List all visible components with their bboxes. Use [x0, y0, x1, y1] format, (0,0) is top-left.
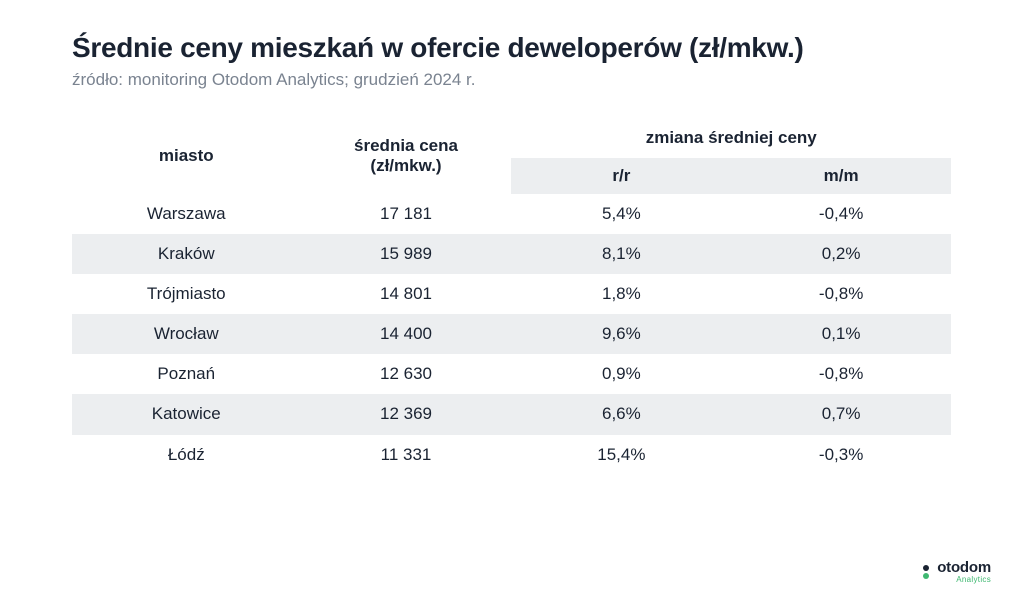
- cell-mom: 0,1%: [731, 314, 951, 354]
- logo-dot-top: [923, 565, 929, 571]
- cell-city: Trójmiasto: [72, 274, 301, 314]
- cell-city: Łódź: [72, 435, 301, 475]
- table-row: Warszawa17 1815,4%-0,4%: [72, 194, 951, 234]
- cell-mom: 0,7%: [731, 394, 951, 434]
- th-yoy: r/r: [511, 158, 731, 194]
- cell-price: 12 369: [301, 394, 512, 434]
- table-row: Kraków15 9898,1%0,2%: [72, 234, 951, 274]
- logo-mark-icon: [919, 565, 933, 579]
- th-price: średnia cena (zł/mkw.): [301, 118, 512, 194]
- cell-price: 15 989: [301, 234, 512, 274]
- cell-yoy: 0,9%: [511, 354, 731, 394]
- cell-city: Katowice: [72, 394, 301, 434]
- brand-logo: otodom Analytics: [919, 560, 991, 584]
- cell-yoy: 5,4%: [511, 194, 731, 234]
- cell-mom: -0,8%: [731, 354, 951, 394]
- table-row: Katowice12 3696,6%0,7%: [72, 394, 951, 434]
- cell-price: 11 331: [301, 435, 512, 475]
- cell-yoy: 9,6%: [511, 314, 731, 354]
- cell-price: 17 181: [301, 194, 512, 234]
- table-row: Wrocław14 4009,6%0,1%: [72, 314, 951, 354]
- table-body: Warszawa17 1815,4%-0,4%Kraków15 9898,1%0…: [72, 194, 951, 475]
- th-city: miasto: [72, 118, 301, 194]
- cell-mom: 0,2%: [731, 234, 951, 274]
- cell-city: Wrocław: [72, 314, 301, 354]
- cell-mom: -0,4%: [731, 194, 951, 234]
- cell-yoy: 15,4%: [511, 435, 731, 475]
- logo-dot-bottom: [923, 573, 929, 579]
- cell-city: Poznań: [72, 354, 301, 394]
- page-title: Średnie ceny mieszkań w ofercie dewelope…: [72, 32, 951, 64]
- price-table: miasto średnia cena (zł/mkw.) zmiana śre…: [72, 118, 951, 475]
- cell-yoy: 6,6%: [511, 394, 731, 434]
- cell-yoy: 1,8%: [511, 274, 731, 314]
- th-change-group: zmiana średniej ceny: [511, 118, 951, 158]
- th-mom: m/m: [731, 158, 951, 194]
- cell-price: 14 801: [301, 274, 512, 314]
- cell-city: Warszawa: [72, 194, 301, 234]
- logo-name: otodom: [937, 560, 991, 575]
- cell-price: 12 630: [301, 354, 512, 394]
- cell-yoy: 8,1%: [511, 234, 731, 274]
- table-row: Poznań12 6300,9%-0,8%: [72, 354, 951, 394]
- cell-city: Kraków: [72, 234, 301, 274]
- table-row: Łódź11 33115,4%-0,3%: [72, 435, 951, 475]
- page-subtitle: źródło: monitoring Otodom Analytics; gru…: [72, 70, 951, 90]
- logo-text: otodom Analytics: [937, 560, 991, 584]
- cell-mom: -0,8%: [731, 274, 951, 314]
- cell-price: 14 400: [301, 314, 512, 354]
- cell-mom: -0,3%: [731, 435, 951, 475]
- logo-sub: Analytics: [956, 576, 991, 584]
- table-row: Trójmiasto14 8011,8%-0,8%: [72, 274, 951, 314]
